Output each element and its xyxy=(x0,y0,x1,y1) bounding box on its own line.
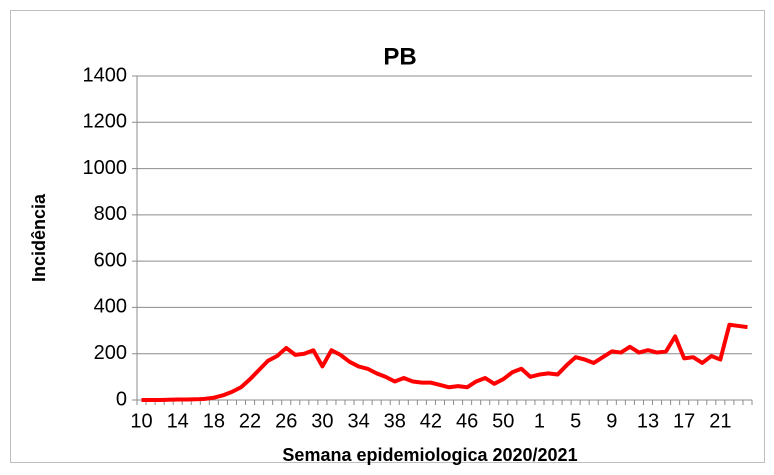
x-tick-label: 46 xyxy=(456,410,478,432)
x-tick-label: 22 xyxy=(239,410,261,432)
y-tick-label: 600 xyxy=(94,249,127,271)
x-tick-label: 1 xyxy=(534,410,545,432)
x-tick-label: 10 xyxy=(130,410,152,432)
y-tick-label: 1400 xyxy=(83,64,128,86)
x-tick-label: 38 xyxy=(384,410,406,432)
x-tick-label: 18 xyxy=(203,410,225,432)
y-tick-label: 400 xyxy=(94,296,127,318)
y-tick-label: 200 xyxy=(94,342,127,364)
x-tick-label: 5 xyxy=(570,410,581,432)
y-tick-label: 0 xyxy=(116,388,127,410)
chart-border xyxy=(10,10,765,463)
x-tick-label: 9 xyxy=(606,410,617,432)
x-tick-label: 14 xyxy=(167,410,189,432)
y-axis-label: Incidência xyxy=(29,193,49,282)
y-tick-label: 1000 xyxy=(83,157,128,179)
x-tick-label: 26 xyxy=(275,410,297,432)
y-tick-label: 1200 xyxy=(83,111,128,133)
x-tick-label: 50 xyxy=(492,410,514,432)
x-tick-label: 21 xyxy=(709,410,731,432)
x-tick-label: 17 xyxy=(673,410,695,432)
chart-title: PB xyxy=(383,43,416,70)
x-axis-label: Semana epidemiologica 2020/2021 xyxy=(282,445,577,465)
x-tick-label: 13 xyxy=(637,410,659,432)
y-tick-label: 800 xyxy=(94,203,127,225)
x-tick-label: 34 xyxy=(347,410,369,432)
x-tick-label: 30 xyxy=(311,410,333,432)
x-tick-label: 42 xyxy=(420,410,442,432)
data-line xyxy=(141,322,748,402)
